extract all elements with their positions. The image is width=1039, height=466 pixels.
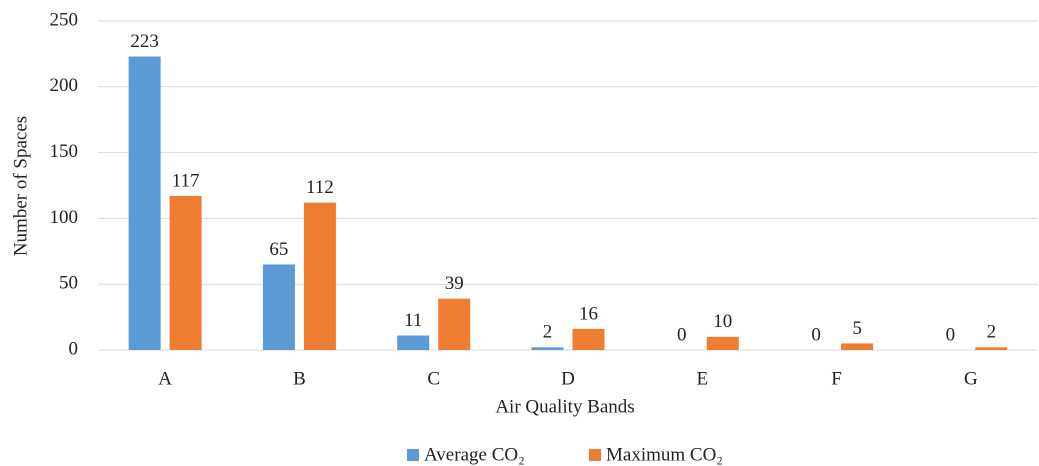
x-tick-label: E [696, 368, 708, 389]
data-label: 11 [404, 310, 422, 331]
bar [531, 347, 564, 350]
bar [128, 56, 161, 350]
y-axis-label: Number of Spaces [10, 116, 31, 256]
legend-swatch [589, 449, 601, 461]
data-label: 65 [269, 239, 288, 260]
x-tick-label: A [158, 368, 172, 389]
bar [706, 336, 739, 350]
x-tick-label: F [831, 368, 842, 389]
legend-swatch [407, 449, 419, 461]
y-tick-label: 250 [50, 9, 79, 30]
y-tick-label: 200 [50, 75, 79, 96]
data-label: 0 [811, 324, 821, 345]
bar [975, 347, 1008, 350]
bar [169, 196, 202, 350]
data-label: 10 [713, 311, 732, 332]
data-label: 39 [445, 273, 464, 294]
x-tick-label: D [561, 368, 575, 389]
data-label: 5 [852, 318, 862, 339]
bar [572, 328, 605, 350]
x-tick-label: B [293, 368, 306, 389]
y-tick-label: 50 [59, 273, 78, 294]
data-label: 0 [677, 324, 687, 345]
data-label: 0 [946, 324, 956, 345]
data-label: 2 [543, 322, 553, 343]
data-label: 16 [579, 303, 598, 324]
data-label: 2 [987, 322, 997, 343]
bar [841, 343, 874, 350]
data-label: 112 [306, 177, 334, 198]
data-label: 117 [172, 170, 200, 191]
x-tick-label: C [427, 368, 440, 389]
y-tick-label: 150 [50, 141, 79, 162]
bar [303, 202, 336, 350]
y-tick-label: 0 [69, 338, 79, 359]
x-tick-label: G [964, 368, 978, 389]
bar [438, 298, 471, 350]
bar [262, 264, 295, 350]
bar [397, 335, 430, 350]
data-label: 223 [130, 31, 159, 52]
legend-label: Average CO₂ [424, 444, 525, 465]
x-axis-label: Air Quality Bands [495, 396, 634, 417]
legend-label: Maximum CO₂ [606, 444, 723, 465]
y-tick-label: 100 [50, 207, 79, 228]
